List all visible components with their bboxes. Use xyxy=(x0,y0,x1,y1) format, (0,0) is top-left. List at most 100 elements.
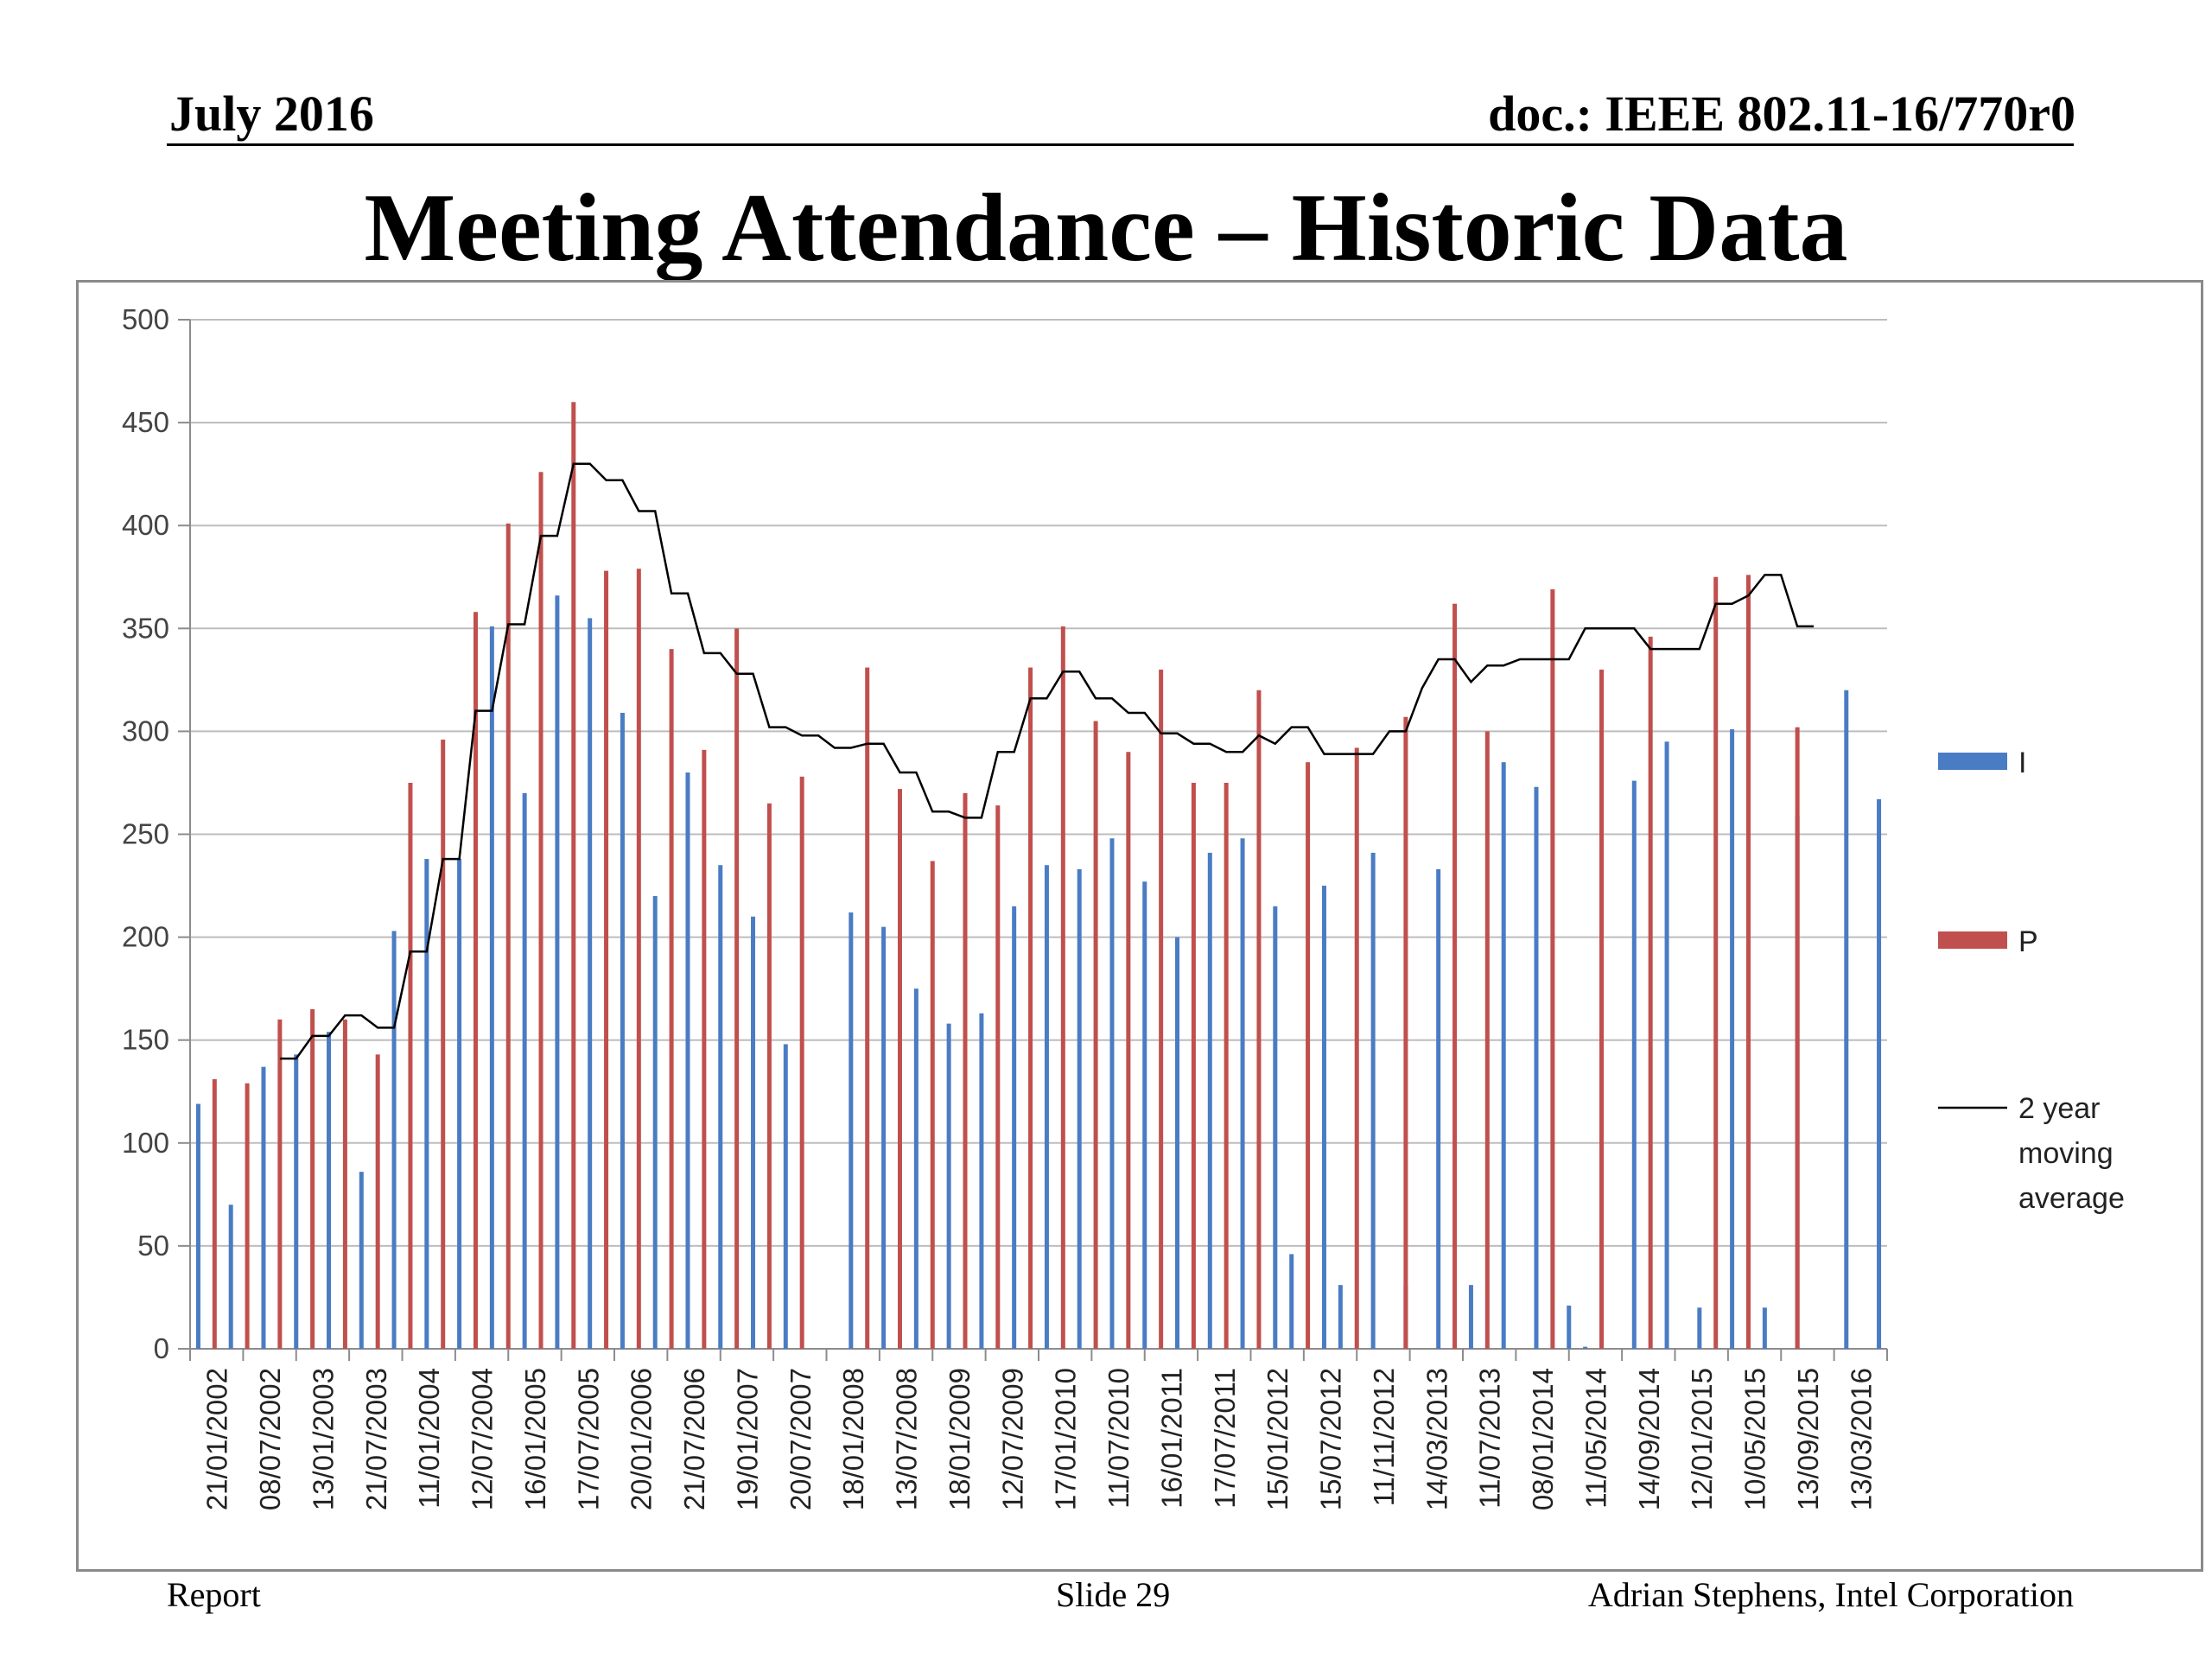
x-tick-label: 18/01/2008 xyxy=(837,1368,869,1510)
chart-frame: 0 50 100 150 200 250 300 350 400 450 500 21/01/2002… xyxy=(76,280,2203,1572)
x-tick-label: 08/01/2014 xyxy=(1527,1368,1559,1510)
bar-i xyxy=(881,926,887,1349)
bar-i xyxy=(946,1023,951,1349)
bar-i xyxy=(1109,838,1115,1349)
legend-swatch-p xyxy=(1938,931,2007,949)
x-tick-label: 18/01/2009 xyxy=(944,1368,976,1510)
bar-i xyxy=(652,895,658,1349)
x-tick-label: 11/07/2010 xyxy=(1103,1368,1135,1509)
bar-p xyxy=(963,792,968,1349)
bar-p xyxy=(1159,669,1164,1349)
bar-i xyxy=(391,931,397,1349)
bar-p xyxy=(571,402,576,1349)
bar-p xyxy=(1354,747,1359,1349)
bar-i xyxy=(555,595,560,1349)
x-tick-label: 21/07/2006 xyxy=(678,1368,710,1510)
bar-i xyxy=(1631,780,1637,1349)
bar-p xyxy=(1028,667,1033,1349)
bar-i xyxy=(1501,762,1506,1349)
bar-i xyxy=(195,1103,200,1349)
bar-i xyxy=(1012,906,1017,1349)
y-tick-label: 150 xyxy=(122,1024,169,1056)
bar-i xyxy=(1273,906,1278,1349)
x-tick-label: 15/01/2012 xyxy=(1262,1368,1294,1510)
bar-i xyxy=(1044,865,1049,1349)
bar-p xyxy=(930,861,935,1349)
bar-p xyxy=(1126,752,1131,1349)
bar-i xyxy=(685,772,690,1349)
bar-i xyxy=(588,618,593,1349)
y-tick-label: 100 xyxy=(122,1127,169,1159)
y-tick-label: 400 xyxy=(122,509,169,541)
x-tick-label: 10/05/2015 xyxy=(1739,1368,1771,1510)
bar-p xyxy=(702,749,707,1349)
bar-p xyxy=(636,569,641,1349)
x-tick-label: 11/01/2004 xyxy=(413,1368,445,1509)
x-tick-label: 16/01/2005 xyxy=(519,1368,551,1510)
bar-p xyxy=(375,1054,380,1349)
bar-i xyxy=(294,1054,299,1349)
bar-i xyxy=(359,1172,364,1349)
bar-i xyxy=(1321,886,1326,1349)
bar-p xyxy=(604,570,609,1349)
bar-i xyxy=(1468,1285,1473,1349)
bar-i xyxy=(1142,881,1147,1349)
x-tick-label: 11/05/2014 xyxy=(1580,1368,1611,1509)
bar-i xyxy=(1730,729,1735,1349)
bar-p xyxy=(1484,731,1490,1349)
bar-i xyxy=(1175,937,1180,1349)
bar-p xyxy=(1745,575,1751,1349)
bar-p xyxy=(408,782,413,1349)
bar-i xyxy=(457,859,462,1349)
bar-i xyxy=(522,792,527,1349)
bar-p xyxy=(1403,716,1408,1349)
bar-i xyxy=(1583,1346,1588,1349)
bar-i xyxy=(1370,852,1376,1349)
header-doc-id: doc.: IEEE 802.11-16/770r0 xyxy=(1488,86,2075,142)
bar-p xyxy=(310,1008,315,1349)
x-tick-label: 17/07/2005 xyxy=(572,1368,604,1510)
bar-p xyxy=(473,612,478,1349)
bar-i xyxy=(1762,1307,1767,1349)
legend-label-i: I xyxy=(2018,747,2026,779)
bar-p xyxy=(1093,721,1098,1349)
footer-report: Report xyxy=(167,1575,261,1614)
y-tick-label: 250 xyxy=(122,818,169,850)
bar-i xyxy=(424,859,429,1349)
bar-p xyxy=(669,649,674,1349)
x-tick-label: 20/01/2006 xyxy=(626,1368,658,1510)
bar-i xyxy=(1877,799,1882,1349)
x-tick-label: 17/07/2011 xyxy=(1209,1368,1241,1509)
bar-i xyxy=(913,988,918,1349)
footer-author: Adrian Stephens, Intel Corporation xyxy=(1587,1575,2074,1614)
bar-i xyxy=(979,1013,984,1349)
bar-i xyxy=(1077,868,1082,1349)
bar-p xyxy=(734,628,740,1349)
bar-p xyxy=(441,739,446,1349)
bar-i xyxy=(327,1032,332,1349)
bar-i xyxy=(261,1066,266,1349)
bar-p xyxy=(1795,727,1800,1349)
bar-i xyxy=(751,916,756,1349)
y-tick-label: 50 xyxy=(137,1230,169,1262)
bar-i xyxy=(1240,838,1245,1349)
bar-p xyxy=(799,776,804,1349)
bar-i xyxy=(620,712,625,1349)
bar-p xyxy=(897,789,902,1349)
bar-i xyxy=(228,1205,233,1349)
y-tick-label: 350 xyxy=(122,612,169,644)
y-tick-label: 200 xyxy=(122,921,169,953)
bar-i xyxy=(1338,1285,1343,1349)
bar-p xyxy=(342,1019,347,1349)
x-tick-label: 12/07/2004 xyxy=(467,1368,499,1510)
bar-i xyxy=(783,1044,788,1349)
slide-title: Meeting Attendance – Historic Data xyxy=(364,175,1848,282)
y-tick-label: 300 xyxy=(122,715,169,747)
bar-p xyxy=(1256,690,1262,1349)
bar-p xyxy=(277,1019,283,1349)
bar-p xyxy=(865,667,870,1349)
x-tick-label: 14/09/2014 xyxy=(1633,1368,1665,1510)
footer-slide-number: Slide 29 xyxy=(1056,1575,1171,1614)
x-tick-label: 16/01/2011 xyxy=(1155,1368,1187,1509)
x-tick-label: 15/07/2012 xyxy=(1315,1368,1347,1510)
